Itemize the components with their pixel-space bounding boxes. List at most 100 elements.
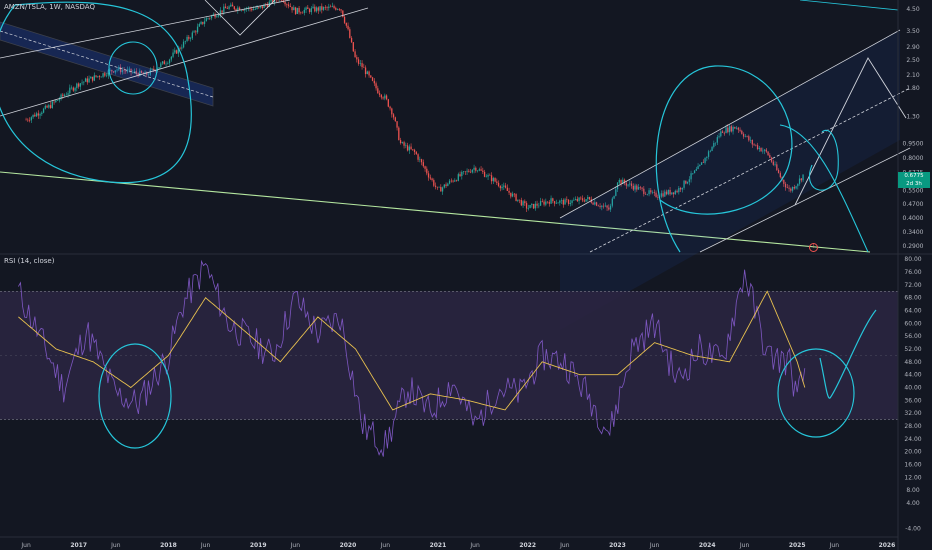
- rsi-tick-label: 20.00: [904, 449, 921, 456]
- candle: [585, 199, 587, 202]
- rsi-ma-line[interactable]: [18, 290, 806, 411]
- main-price-pane[interactable]: [0, 0, 932, 330]
- cyan-circle-small: [108, 41, 158, 95]
- candle: [445, 184, 447, 187]
- candle: [800, 178, 802, 181]
- candle: [497, 182, 500, 186]
- candle: [522, 201, 524, 206]
- rsi-pane[interactable]: [0, 259, 898, 457]
- candle: [93, 75, 95, 81]
- rsi-tick-label: 76.00: [904, 269, 921, 276]
- candle: [420, 159, 423, 163]
- time-tick-label: Jun: [739, 542, 750, 549]
- candle: [755, 144, 757, 146]
- candle: [518, 199, 521, 201]
- candle: [737, 127, 739, 130]
- candle: [349, 29, 351, 38]
- candle: [609, 205, 612, 210]
- candle: [772, 161, 774, 165]
- price-axis[interactable]: 4.50 3.50 2.90 2.50 2.10 1.80 1.30 0.9500 0.8000…: [897, 0, 924, 550]
- candle: [476, 170, 479, 172]
- candle: [184, 41, 186, 42]
- zigzag-path[interactable]: [204, 0, 276, 36]
- candle: [181, 47, 183, 49]
- candle: [510, 192, 512, 197]
- candle: [735, 127, 738, 129]
- time-tick-label: Jun: [829, 542, 840, 549]
- candle: [126, 69, 129, 72]
- candle: [322, 7, 325, 10]
- price-tick-label: 0.5500: [903, 188, 924, 195]
- candle: [25, 119, 27, 121]
- candle: [72, 87, 74, 91]
- candle: [450, 180, 452, 182]
- candle: [114, 70, 116, 73]
- candle: [797, 183, 799, 187]
- candle: [513, 193, 515, 195]
- candle: [221, 10, 223, 13]
- long-term-support-line[interactable]: [0, 171, 871, 253]
- candle: [653, 192, 655, 193]
- candle: [70, 87, 73, 89]
- candle: [438, 186, 440, 188]
- candle: [377, 88, 379, 94]
- candle: [713, 143, 715, 147]
- candle: [177, 47, 179, 54]
- ascending-channel-bottom[interactable]: [699, 147, 911, 253]
- candle: [336, 9, 339, 10]
- cyan-circle-left: [0, 1, 193, 184]
- candle: [427, 173, 430, 178]
- rsi-tick-label: 44.00: [904, 372, 921, 379]
- candle: [531, 203, 533, 206]
- candle: [790, 188, 792, 191]
- candle: [210, 15, 213, 19]
- candle: [739, 129, 741, 131]
- candle: [604, 205, 606, 207]
- candle: [167, 63, 169, 64]
- candle: [382, 97, 384, 99]
- candle: [536, 203, 538, 206]
- candle: [573, 199, 575, 201]
- candle: [720, 131, 722, 137]
- candle: [426, 168, 428, 174]
- candle: [324, 7, 326, 8]
- candle: [688, 179, 690, 182]
- candle: [55, 100, 57, 103]
- candle: [595, 202, 598, 206]
- candle: [538, 205, 540, 207]
- ascending-channel-top[interactable]: [559, 29, 901, 219]
- candle: [562, 200, 564, 205]
- uptrend-channel-top[interactable]: [0, 0, 291, 59]
- candle: [242, 10, 244, 11]
- rsi-tick-label: 12.00: [904, 474, 921, 481]
- candle: [650, 190, 652, 193]
- candle: [749, 139, 752, 141]
- candle: [448, 180, 451, 184]
- candle: [233, 6, 235, 10]
- candle: [690, 173, 692, 180]
- alert-icon[interactable]: !: [809, 243, 818, 252]
- candle: [161, 61, 164, 64]
- rsi-line[interactable]: [18, 259, 806, 457]
- drawings[interactable]: [0, 0, 911, 330]
- rsi-tick-label: 32.00: [904, 410, 921, 417]
- candle: [165, 63, 167, 65]
- candle: [32, 114, 34, 118]
- candle: [237, 7, 239, 11]
- rsi-tick-label: 40.00: [904, 384, 921, 391]
- candle: [714, 142, 717, 144]
- candle: [135, 71, 137, 74]
- rsi-indicator-label[interactable]: RSI (14, close): [4, 257, 55, 265]
- candle: [235, 9, 237, 11]
- candle: [475, 167, 477, 171]
- candle: [422, 162, 424, 167]
- candle: [168, 59, 171, 64]
- candle: [298, 7, 300, 13]
- candle: [48, 105, 50, 108]
- candle: [660, 193, 662, 197]
- candle: [343, 16, 346, 23]
- candle: [494, 178, 496, 182]
- time-axis[interactable]: Jun 2017 Jun 2018 Jun 2019 Jun 2020 Jun 2021 Jun 20…: [0, 536, 898, 549]
- candle: [296, 7, 298, 14]
